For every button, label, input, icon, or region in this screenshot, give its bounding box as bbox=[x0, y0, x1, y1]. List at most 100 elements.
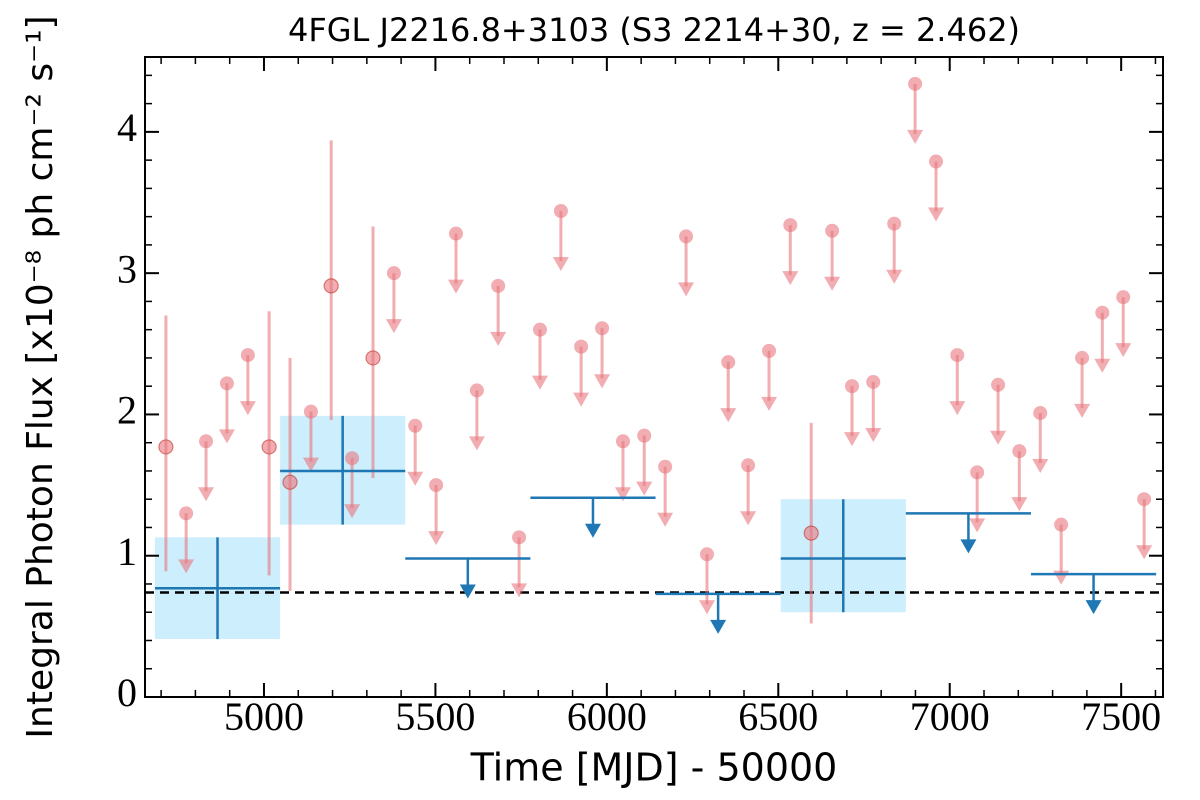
upper-limit-point bbox=[386, 266, 401, 281]
x-tick-label: 6500 bbox=[738, 694, 818, 739]
upper-limit-point bbox=[532, 322, 547, 337]
upper-limit-point bbox=[1012, 444, 1027, 459]
upper-limit-point bbox=[741, 458, 756, 473]
upper-limit-arrow bbox=[302, 457, 319, 472]
bin-upper-limit-arrow bbox=[960, 539, 977, 554]
upper-limit-arrow bbox=[886, 269, 903, 284]
upper-limit-point bbox=[991, 377, 1006, 392]
detection-point bbox=[261, 439, 277, 455]
upper-limit-arrow bbox=[740, 511, 757, 526]
y-tick-label: 1 bbox=[117, 529, 137, 574]
upper-limit-arrow bbox=[344, 504, 361, 519]
upper-limit-point bbox=[845, 379, 860, 394]
upper-limit-point bbox=[762, 343, 777, 358]
upper-limit-point bbox=[1137, 492, 1152, 507]
upper-limit-arrow bbox=[698, 600, 715, 615]
upper-limit-point bbox=[970, 465, 985, 480]
x-axis-label: Time [MJD] - 50000 bbox=[470, 746, 838, 790]
upper-limit-arrow bbox=[949, 401, 966, 416]
upper-limit-point bbox=[679, 229, 694, 244]
upper-limit-arrow bbox=[407, 471, 424, 486]
bin-upper-limit-arrow bbox=[584, 523, 601, 538]
plot-frame bbox=[144, 56, 1164, 698]
upper-limit-arrow bbox=[928, 207, 945, 222]
bin-upper-limit-arrow bbox=[710, 619, 727, 634]
upper-limit-point bbox=[1075, 350, 1090, 365]
detection-point bbox=[158, 439, 174, 455]
upper-limit-point bbox=[1054, 517, 1069, 532]
detection-point bbox=[365, 350, 381, 366]
x-tick-label: 7500 bbox=[1081, 694, 1161, 739]
upper-limit-arrow bbox=[511, 583, 528, 598]
x-tick-label: 6000 bbox=[567, 694, 647, 739]
upper-limit-point bbox=[219, 376, 234, 391]
upper-limit-point bbox=[721, 355, 736, 370]
upper-limit-arrow bbox=[907, 129, 924, 144]
upper-limit-arrow bbox=[1011, 497, 1028, 512]
y-tick-label: 0 bbox=[117, 670, 137, 715]
upper-limit-arrow bbox=[218, 429, 235, 444]
y-axis-label: Integral Photon Flux [x10⁻⁸ ph cm⁻² s⁻¹] bbox=[20, 15, 61, 738]
upper-limit-point bbox=[1033, 406, 1048, 421]
upper-limit-point bbox=[950, 348, 965, 363]
upper-limit-point bbox=[512, 530, 527, 545]
upper-limit-arrow bbox=[594, 374, 611, 389]
detection-point bbox=[323, 278, 339, 294]
upper-limit-arrow bbox=[178, 559, 195, 574]
chart-title: 4FGL J2216.8+3103 (S3 2214+30, z = 2.462… bbox=[288, 11, 1020, 49]
upper-limit-point bbox=[637, 428, 652, 443]
upper-limit-arrow bbox=[824, 276, 841, 291]
detection-point bbox=[803, 525, 819, 541]
upper-limit-arrow bbox=[468, 436, 485, 451]
upper-limit-arrow bbox=[531, 375, 548, 390]
upper-limit-point bbox=[595, 321, 610, 336]
detection-point bbox=[282, 474, 298, 490]
upper-limit-point bbox=[866, 374, 881, 389]
upper-limit-arrow bbox=[657, 512, 674, 527]
upper-limit-point bbox=[408, 418, 423, 433]
upper-limit-point bbox=[553, 203, 568, 218]
upper-limit-point bbox=[574, 339, 589, 354]
y-tick-label: 2 bbox=[117, 388, 137, 433]
upper-limit-point bbox=[303, 404, 318, 419]
upper-limit-arrow bbox=[678, 282, 695, 297]
upper-limit-arrow bbox=[636, 481, 653, 496]
upper-limit-point bbox=[240, 348, 255, 363]
upper-limit-arrow bbox=[990, 430, 1007, 445]
upper-limit-arrow bbox=[1094, 358, 1111, 373]
bin-upper-limit-arrow bbox=[1085, 600, 1102, 615]
upper-limit-point bbox=[448, 226, 463, 241]
upper-limit-arrow bbox=[573, 392, 590, 407]
upper-limit-arrow bbox=[490, 331, 507, 346]
upper-limit-arrow bbox=[1053, 570, 1070, 585]
upper-limit-arrow bbox=[969, 518, 986, 533]
upper-limit-point bbox=[929, 154, 944, 169]
x-tick-label: 5000 bbox=[224, 694, 304, 739]
upper-limit-point bbox=[199, 434, 214, 449]
y-tick-label: 4 bbox=[117, 105, 137, 150]
upper-limit-point bbox=[469, 383, 484, 398]
upper-limit-point bbox=[825, 223, 840, 238]
upper-limit-point bbox=[1095, 305, 1110, 320]
upper-limit-arrow bbox=[865, 427, 882, 442]
x-tick-label: 7000 bbox=[910, 694, 990, 739]
upper-limit-point bbox=[429, 478, 444, 493]
upper-limit-point bbox=[699, 547, 714, 562]
upper-limit-arrow bbox=[1136, 545, 1153, 560]
y-tick-label: 3 bbox=[117, 246, 137, 291]
upper-limit-point bbox=[491, 278, 506, 293]
upper-limit-arrow bbox=[782, 271, 799, 286]
upper-limit-arrow bbox=[720, 408, 737, 423]
bin-upper-limit-arrow bbox=[459, 584, 476, 599]
upper-limit-arrow bbox=[761, 396, 778, 411]
upper-limit-point bbox=[658, 459, 673, 474]
upper-limit-arrow bbox=[1032, 459, 1049, 474]
upper-limit-point bbox=[908, 76, 923, 91]
upper-limit-arrow bbox=[1115, 343, 1132, 358]
upper-limit-arrow bbox=[239, 401, 256, 416]
upper-limit-point bbox=[615, 434, 630, 449]
upper-limit-arrow bbox=[1074, 403, 1091, 418]
upper-limit-arrow bbox=[385, 319, 402, 334]
upper-limit-point bbox=[1116, 290, 1131, 305]
